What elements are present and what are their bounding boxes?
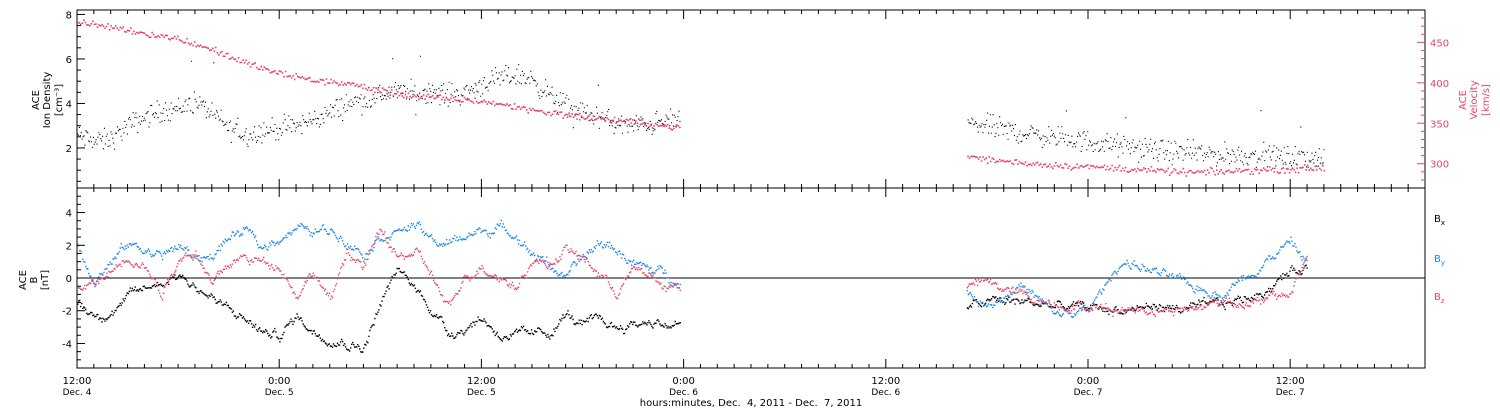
points-bz <box>77 228 1308 317</box>
top-right-tick-label: 450 <box>1430 38 1449 49</box>
bottom-y-axis: -4 -2 0 2 4 <box>62 195 85 361</box>
x-tick-time: 0:00 <box>1077 376 1099 387</box>
top-right-axis-label-line1: ACE <box>1458 90 1469 110</box>
legend-by-sub: y <box>1441 259 1445 267</box>
series-ion-density <box>77 55 1325 169</box>
top-panel-frame <box>76 9 1426 189</box>
top-left-axis-label: ACE Ion Density [cm⁻³] <box>31 72 65 129</box>
points-velocity <box>77 19 1326 177</box>
bottom-axis-label: ACE B [nT] <box>18 270 51 290</box>
bottom-axis-label-line1: ACE <box>18 270 29 290</box>
x-tick-date: Dec. 7 <box>1074 388 1103 398</box>
legend-by-base: B <box>1434 254 1441 265</box>
bottom-tick-label: -2 <box>62 307 72 318</box>
x-tick-date: Dec. 5 <box>467 388 496 398</box>
bottom-tick-label: -4 <box>62 339 72 350</box>
x-tick-time: 12:00 <box>1276 376 1305 387</box>
top-left-tick-label: 6 <box>66 55 72 66</box>
legend-by: By <box>1434 254 1445 267</box>
top-right-axis-label: ACE Velocity [km/s] <box>1458 80 1492 119</box>
x-tick-time: 12:00 <box>63 376 92 387</box>
series-velocity <box>77 19 1326 177</box>
top-panel-data <box>77 19 1326 177</box>
bottom-panel-data <box>77 219 1425 353</box>
bottom-axis-label-line2: B <box>29 276 40 283</box>
bottom-tick-label: 2 <box>66 241 72 252</box>
points-ion-density <box>77 55 1325 169</box>
x-tick-time: 0:00 <box>672 376 694 387</box>
bottom-axis-label-line3: [nT] <box>40 270 51 290</box>
top-left-tick-label: 2 <box>66 144 72 155</box>
series-bz <box>77 228 1308 317</box>
top-right-tick-label: 350 <box>1430 119 1449 130</box>
top-right-y-axis: 300 350 400 450 <box>1417 17 1449 181</box>
top-right-axis-label-line3: [km/s] <box>1481 84 1492 116</box>
top-left-axis-label-line1: ACE <box>31 90 42 110</box>
x-axis-title: hours:minutes, Dec. 4, 2011 - Dec. 7, 20… <box>640 398 862 409</box>
b-field-legend: Bx By Bz <box>1434 214 1445 305</box>
top-right-axis-label-line2: Velocity <box>1469 80 1480 119</box>
x-tick-date: Dec. 6 <box>669 388 698 398</box>
bottom-tick-label: 0 <box>66 274 72 285</box>
x-tick-time: 12:00 <box>467 376 496 387</box>
bottom-tick-label: 4 <box>66 209 72 220</box>
series-by <box>77 219 1308 318</box>
x-tick-time: 0:00 <box>268 376 290 387</box>
legend-bx-sub: x <box>1441 219 1445 227</box>
legend-bz-sub: z <box>1441 297 1445 305</box>
legend-bx-base: B <box>1434 214 1441 225</box>
legend-bz: Bz <box>1434 292 1445 305</box>
legend-bz-base: B <box>1434 292 1441 303</box>
top-right-tick-label: 300 <box>1430 160 1449 171</box>
top-left-tick-label: 4 <box>66 99 72 110</box>
top-left-tick-label: 8 <box>66 10 72 21</box>
points-by <box>77 219 1308 318</box>
legend-bx: Bx <box>1434 214 1445 227</box>
top-left-y-axis: 2 4 6 8 <box>66 10 85 182</box>
x-tick-date: Dec. 4 <box>63 388 92 398</box>
x-tick-date: Dec. 5 <box>265 388 294 398</box>
top-left-axis-label-line2: Ion Density <box>42 72 53 129</box>
x-tick-time: 12:00 <box>871 376 900 387</box>
x-tick-date: Dec. 6 <box>871 388 900 398</box>
x-tick-date: Dec. 7 <box>1276 388 1305 398</box>
top-left-axis-label-line3: [cm⁻³] <box>54 84 65 116</box>
top-right-tick-label: 400 <box>1430 79 1449 90</box>
